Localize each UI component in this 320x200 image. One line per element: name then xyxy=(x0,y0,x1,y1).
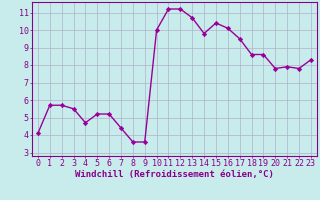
X-axis label: Windchill (Refroidissement éolien,°C): Windchill (Refroidissement éolien,°C) xyxy=(75,170,274,179)
